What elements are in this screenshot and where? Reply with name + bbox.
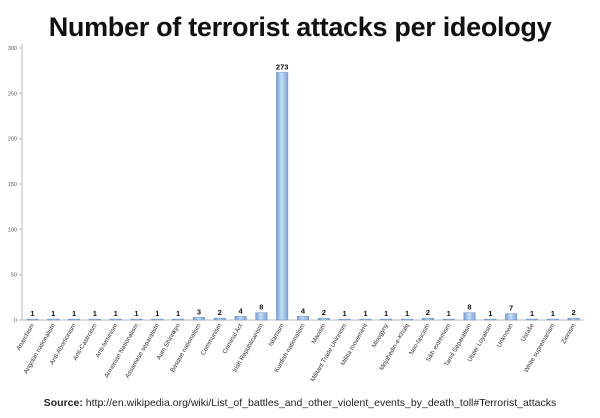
bar — [525, 318, 538, 321]
data-label: 1 — [30, 309, 34, 318]
y-tick-label: 50 — [11, 273, 17, 279]
data-label: 1 — [51, 309, 55, 318]
bar — [380, 318, 393, 321]
y-tick-label: 150 — [8, 182, 17, 188]
x-tick-label: Maoism — [310, 323, 327, 346]
data-label: 1 — [343, 309, 347, 318]
x-tick-label: Ustaše — [520, 322, 536, 343]
bar — [234, 316, 247, 321]
bar — [47, 318, 60, 321]
data-label: 2 — [426, 308, 430, 317]
y-tick-label: 100 — [8, 227, 17, 233]
bar — [401, 318, 414, 321]
bar — [26, 318, 39, 321]
bar — [442, 318, 455, 321]
bar — [276, 72, 289, 321]
bar — [130, 318, 143, 321]
bar — [505, 313, 518, 321]
data-label: 1 — [384, 309, 388, 318]
data-label: 1 — [488, 309, 492, 318]
bar — [255, 312, 268, 321]
data-label: 1 — [551, 309, 555, 318]
bar — [109, 318, 122, 321]
data-label: 1 — [530, 309, 534, 318]
data-label: 273 — [276, 62, 289, 71]
y-tick-label: 200 — [8, 137, 17, 143]
bar — [546, 318, 559, 321]
data-label: 7 — [509, 304, 513, 313]
data-label: 4 — [301, 306, 306, 315]
bar — [359, 318, 372, 321]
x-tick-label: Zionism — [560, 323, 577, 346]
bar — [151, 318, 164, 321]
bar — [172, 318, 185, 321]
data-label: 4 — [238, 306, 243, 315]
data-label: 8 — [259, 303, 263, 312]
x-tick-label: Unknown — [496, 322, 515, 349]
chart-title: Number of terrorist attacks per ideology — [48, 12, 552, 42]
bar — [297, 316, 309, 321]
data-label: 1 — [114, 309, 118, 318]
data-label: 1 — [93, 309, 97, 318]
data-label: 1 — [155, 309, 159, 318]
source-note: Source: http://en.wikipedia.org/wiki/Lis… — [0, 397, 600, 409]
data-label: 1 — [447, 309, 451, 318]
data-label: 3 — [197, 307, 201, 316]
data-label: 2 — [572, 308, 576, 317]
x-tick-label: Misogyny — [371, 322, 391, 349]
x-tick-label: Anarchism — [15, 323, 36, 352]
data-label: 2 — [322, 308, 326, 317]
y-tick-label: 0 — [14, 318, 17, 324]
data-label: 1 — [405, 309, 409, 318]
y-tick-label: 250 — [8, 91, 17, 97]
x-tick-label: Criminal Act — [221, 322, 244, 355]
bar — [88, 318, 101, 321]
data-label: 2 — [218, 308, 222, 317]
data-label: 1 — [363, 309, 367, 318]
y-tick-label: 300 — [8, 46, 17, 52]
data-label: 8 — [467, 303, 471, 312]
bar — [421, 317, 434, 321]
bar — [192, 317, 205, 321]
source-label: Source: — [43, 397, 83, 409]
bar — [68, 318, 81, 321]
bar — [484, 318, 497, 321]
x-tick-label: Neo-fascism — [408, 323, 432, 357]
bar — [317, 317, 330, 321]
x-tick-label: Communism — [200, 323, 224, 357]
bar — [567, 317, 580, 321]
bar — [213, 317, 226, 321]
source-url[interactable]: http://en.wikipedia.org/wiki/List_of_bat… — [85, 397, 557, 409]
data-label: 1 — [176, 309, 180, 318]
data-label: 1 — [72, 309, 76, 318]
data-label: 1 — [134, 309, 138, 318]
bar — [463, 312, 476, 321]
bar — [338, 318, 351, 321]
x-tick-label: Islamism — [267, 323, 285, 348]
